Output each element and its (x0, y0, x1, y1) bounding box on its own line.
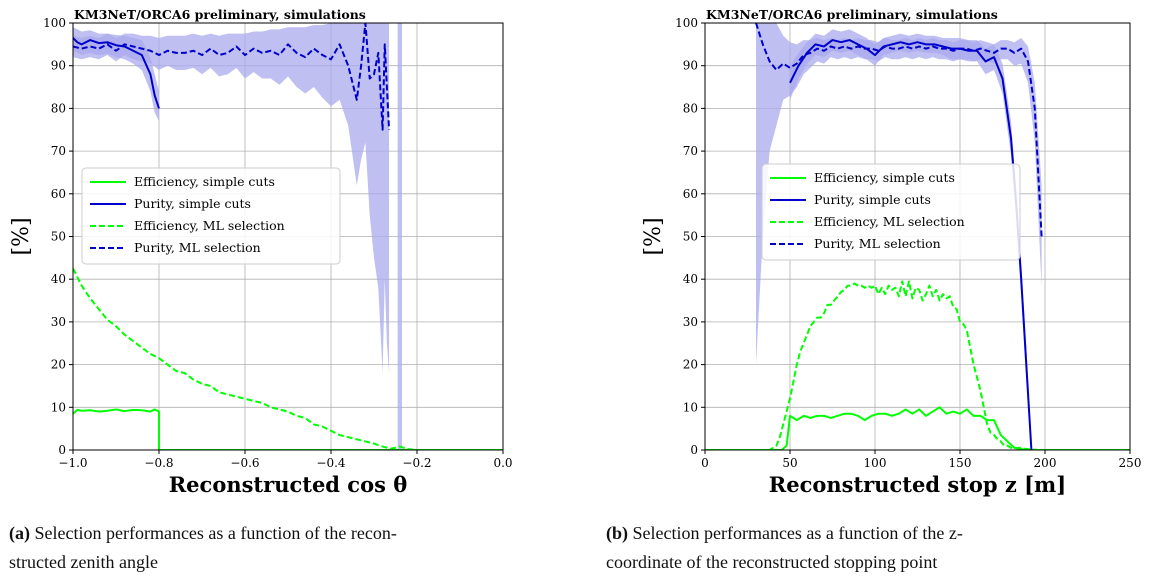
caption-a-line-1: Selection performances as a function of … (34, 523, 397, 543)
y-tick-label: 50 (51, 230, 66, 244)
y-tick-label: 60 (51, 187, 66, 201)
plot-area (705, 23, 1130, 450)
legend-label: Purity, simple cuts (814, 192, 931, 207)
x-tick-label: 0 (701, 456, 709, 470)
y-tick-label: 40 (51, 272, 66, 286)
y-tick-label: 20 (683, 358, 698, 372)
y-tick-label: 0 (58, 443, 66, 457)
legend-label: Efficiency, simple cuts (134, 174, 275, 189)
caption-b-tag: (b) (606, 523, 628, 543)
x-tick-label: 50 (782, 456, 797, 470)
caption-a-line-2: structed zenith angle (9, 552, 158, 572)
caption-b-line-2: coordinate of the reconstructed stopping… (606, 552, 938, 572)
caption-b-line-1: Selection performances as a function of … (632, 523, 963, 543)
legend-label: Efficiency, simple cuts (814, 170, 955, 185)
y-tick-label: 0 (690, 443, 698, 457)
x-tick-label: 150 (949, 456, 972, 470)
y-tick-label: 90 (683, 59, 698, 73)
x-axis-label: Reconstructed cos θ (169, 472, 408, 497)
y-tick-label: 10 (51, 400, 66, 414)
x-tick-label: −0.2 (402, 456, 431, 470)
legend-label: Efficiency, ML selection (134, 218, 285, 233)
uncertainty-band (397, 23, 402, 450)
chart-panel-a: −1.0 −0.8 −0.6 −0.4 −0.2 0.0 0 10 20 30 40 50 60 70 80… (0, 0, 560, 584)
y-tick-label: 30 (683, 315, 698, 329)
chart-b-svg: 0 50 100 150 200 250 0 10 20 30 40 50 60 70 80 90 100 KM3… (641, 7, 1142, 497)
uncertainty-band (73, 23, 390, 374)
x-tick-label: 250 (1119, 456, 1142, 470)
y-tick-label: 80 (683, 101, 698, 115)
x-axis-label: Reconstructed stop z [m] (769, 472, 1066, 497)
y-tick-label: 90 (51, 59, 66, 73)
series-line-purity-simple-cuts (73, 37, 160, 109)
y-axis-label: [%] (641, 217, 666, 255)
x-tick-label: −0.8 (144, 456, 173, 470)
caption-a: (a) Selection performances as a function… (9, 519, 549, 577)
legend-label: Purity, simple cuts (134, 196, 251, 211)
series-line-efficiency-simple-cuts (73, 408, 503, 450)
chart-a-svg: −1.0 −0.8 −0.6 −0.4 −0.2 0.0 0 10 20 30 40 50 60 70 80… (9, 7, 513, 497)
series-line-efficiency-simple-cuts (705, 406, 1130, 450)
y-tick-label: 70 (51, 144, 66, 158)
x-tick-label: 200 (1034, 456, 1057, 470)
uncertainty-band (756, 23, 1042, 365)
series-line-purity-ml-selection (755, 23, 1043, 237)
legend: Efficiency, simple cuts Purity, simple cu… (81, 167, 341, 265)
x-tick-label: 0.0 (493, 456, 512, 470)
y-tick-label: 20 (51, 358, 66, 372)
y-tick-label: 10 (683, 400, 698, 414)
legend-box (81, 167, 341, 265)
legend: Efficiency, simple cuts Purity, simple cu… (761, 163, 1021, 261)
series-line-purity-ml-selection (73, 23, 391, 131)
chart-panel-b: 0 50 100 150 200 250 0 10 20 30 40 50 60 70 80 90 100 KM3… (580, 0, 1153, 584)
y-tick-label: 30 (51, 315, 66, 329)
x-tick-label: 100 (864, 456, 887, 470)
x-tick-label: −0.4 (316, 456, 346, 470)
legend-label: Purity, ML selection (814, 236, 941, 251)
series-line-purity-simple-cuts (789, 39, 1033, 450)
y-tick-label: 100 (43, 16, 66, 30)
y-tick-label: 100 (675, 16, 698, 30)
caption-b: (b) Selection performances as a function… (606, 519, 1151, 577)
x-tick-label: −1.0 (58, 456, 87, 470)
y-axis-label: [%] (9, 217, 34, 255)
plot-area (73, 23, 503, 450)
series-line-efficiency-ml-selection (705, 280, 1130, 450)
y-tick-label: 80 (51, 101, 66, 115)
y-tick-label: 60 (683, 187, 698, 201)
legend-label: Efficiency, ML selection (814, 214, 965, 229)
y-tick-label: 50 (683, 230, 698, 244)
y-tick-label: 70 (683, 144, 698, 158)
series-line-efficiency-ml-selection (73, 268, 503, 450)
y-tick-label: 40 (683, 272, 698, 286)
legend-label: Purity, ML selection (134, 240, 261, 255)
legend-box (761, 163, 1021, 261)
chart-title: KM3NeT/ORCA6 preliminary, simulations (74, 7, 366, 22)
caption-a-tag: (a) (9, 523, 30, 543)
x-tick-label: −0.6 (230, 456, 259, 470)
chart-title: KM3NeT/ORCA6 preliminary, simulations (706, 7, 998, 22)
